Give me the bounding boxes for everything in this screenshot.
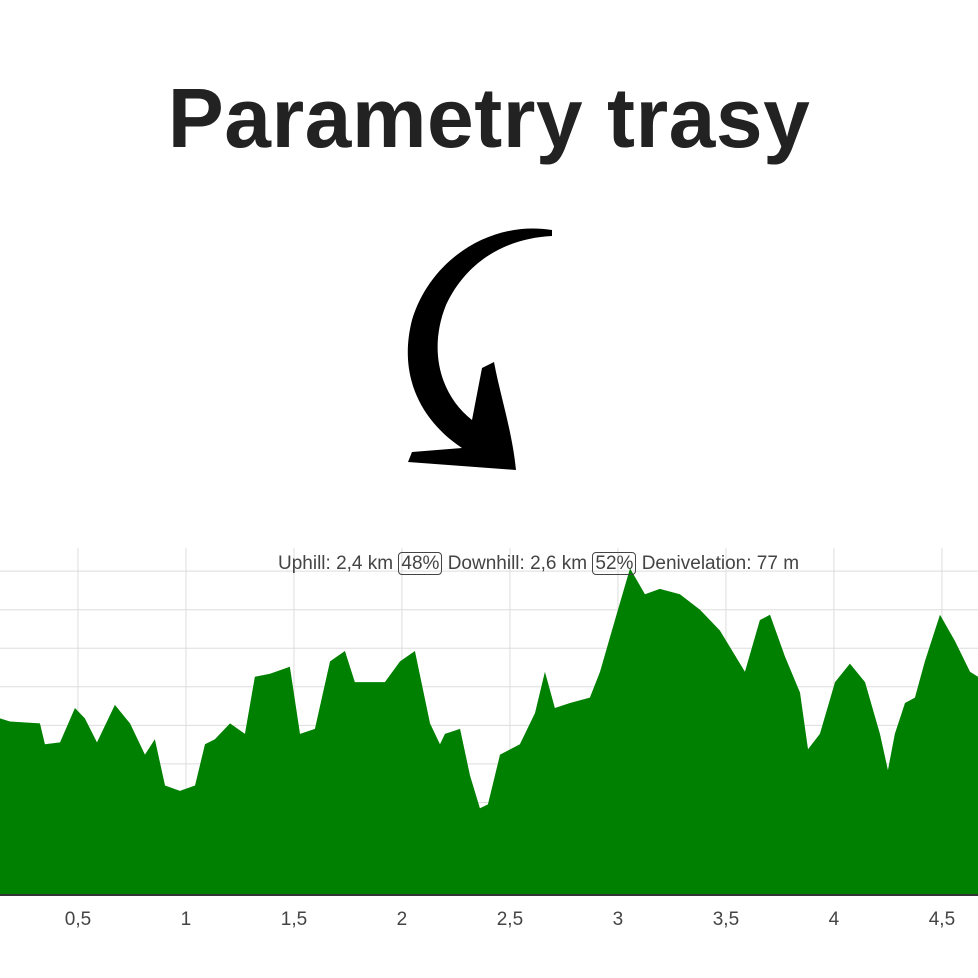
x-tick-label: 3,5	[713, 909, 739, 930]
percent-badge: 52%	[592, 552, 637, 575]
annotation-text: Downhill: 2,6 km	[447, 553, 588, 574]
x-tick-label: 0,5	[65, 909, 91, 930]
x-tick-label: 1	[181, 909, 192, 930]
x-tick-label: 2,5	[497, 909, 523, 930]
area	[0, 568, 978, 895]
annotation: Uphill: 2,4 km 48% Downhill: 2,6 km 52% …	[278, 552, 800, 575]
annotation-text: Uphill: 2,4 km	[278, 553, 394, 574]
annotation-text: Denivelation: 77 m	[641, 553, 800, 574]
x-tick-label: 3	[613, 909, 624, 930]
x-tick-label: 1,5	[281, 909, 307, 930]
x-tick-label: 4	[829, 909, 840, 930]
x-tick-label: 4,5	[929, 909, 955, 930]
heading: Parametry trasy	[167, 71, 811, 165]
percent-badge: 48%	[398, 552, 443, 575]
arrow	[407, 228, 552, 470]
x-tick-label: 2	[397, 909, 408, 930]
